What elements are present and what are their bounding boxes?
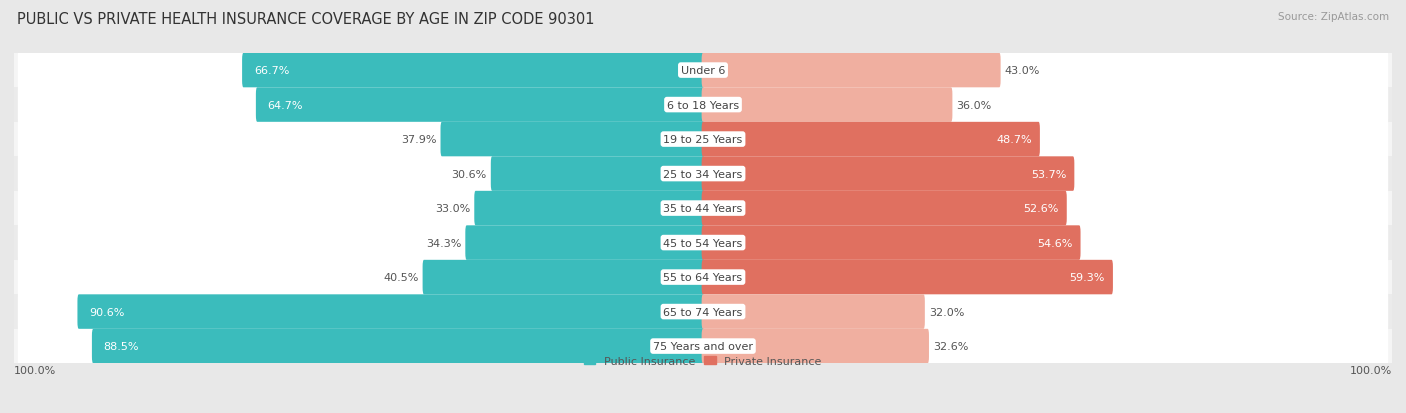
Bar xyxy=(14,329,1392,363)
Text: 30.6%: 30.6% xyxy=(451,169,486,179)
Text: 32.0%: 32.0% xyxy=(929,307,965,317)
FancyBboxPatch shape xyxy=(702,226,1081,260)
Text: 100.0%: 100.0% xyxy=(14,365,56,375)
FancyBboxPatch shape xyxy=(18,185,1388,232)
Text: Source: ZipAtlas.com: Source: ZipAtlas.com xyxy=(1278,12,1389,22)
Bar xyxy=(14,226,1392,260)
FancyBboxPatch shape xyxy=(18,254,1388,301)
FancyBboxPatch shape xyxy=(702,157,1074,191)
Text: 75 Years and over: 75 Years and over xyxy=(652,341,754,351)
Text: 53.7%: 53.7% xyxy=(1031,169,1066,179)
FancyBboxPatch shape xyxy=(491,157,704,191)
Text: 40.5%: 40.5% xyxy=(382,273,419,282)
FancyBboxPatch shape xyxy=(256,88,704,123)
FancyBboxPatch shape xyxy=(18,289,1388,335)
FancyBboxPatch shape xyxy=(702,294,925,329)
Text: 54.6%: 54.6% xyxy=(1036,238,1073,248)
FancyBboxPatch shape xyxy=(242,54,704,88)
FancyBboxPatch shape xyxy=(18,116,1388,163)
Text: 33.0%: 33.0% xyxy=(434,204,470,214)
Text: 35 to 44 Years: 35 to 44 Years xyxy=(664,204,742,214)
Text: 25 to 34 Years: 25 to 34 Years xyxy=(664,169,742,179)
Text: 52.6%: 52.6% xyxy=(1024,204,1059,214)
FancyBboxPatch shape xyxy=(18,220,1388,266)
Bar xyxy=(14,260,1392,294)
Bar xyxy=(14,88,1392,123)
FancyBboxPatch shape xyxy=(18,48,1388,94)
Text: Under 6: Under 6 xyxy=(681,66,725,76)
FancyBboxPatch shape xyxy=(702,88,952,123)
Text: 90.6%: 90.6% xyxy=(89,307,125,317)
FancyBboxPatch shape xyxy=(465,226,704,260)
Bar xyxy=(14,54,1392,88)
FancyBboxPatch shape xyxy=(18,151,1388,197)
FancyBboxPatch shape xyxy=(18,323,1388,369)
FancyBboxPatch shape xyxy=(702,191,1067,226)
FancyBboxPatch shape xyxy=(702,54,1001,88)
Text: 6 to 18 Years: 6 to 18 Years xyxy=(666,100,740,110)
FancyBboxPatch shape xyxy=(702,329,929,363)
Text: 43.0%: 43.0% xyxy=(1005,66,1040,76)
FancyBboxPatch shape xyxy=(423,260,704,294)
Text: 34.3%: 34.3% xyxy=(426,238,461,248)
Text: 55 to 64 Years: 55 to 64 Years xyxy=(664,273,742,282)
FancyBboxPatch shape xyxy=(18,82,1388,128)
Text: 32.6%: 32.6% xyxy=(934,341,969,351)
Text: 37.9%: 37.9% xyxy=(401,135,436,145)
FancyBboxPatch shape xyxy=(474,191,704,226)
Text: 66.7%: 66.7% xyxy=(254,66,290,76)
Bar xyxy=(14,191,1392,226)
Bar xyxy=(14,294,1392,329)
Text: 65 to 74 Years: 65 to 74 Years xyxy=(664,307,742,317)
Text: 64.7%: 64.7% xyxy=(267,100,304,110)
FancyBboxPatch shape xyxy=(91,329,704,363)
Text: 19 to 25 Years: 19 to 25 Years xyxy=(664,135,742,145)
Text: 100.0%: 100.0% xyxy=(1350,365,1392,375)
Text: 59.3%: 59.3% xyxy=(1070,273,1105,282)
Legend: Public Insurance, Private Insurance: Public Insurance, Private Insurance xyxy=(579,351,827,370)
Text: 48.7%: 48.7% xyxy=(995,135,1032,145)
FancyBboxPatch shape xyxy=(440,123,704,157)
FancyBboxPatch shape xyxy=(77,294,704,329)
FancyBboxPatch shape xyxy=(702,260,1114,294)
Text: 45 to 54 Years: 45 to 54 Years xyxy=(664,238,742,248)
Bar xyxy=(14,123,1392,157)
Bar xyxy=(14,157,1392,191)
Text: 36.0%: 36.0% xyxy=(956,100,991,110)
Text: 88.5%: 88.5% xyxy=(104,341,139,351)
Text: PUBLIC VS PRIVATE HEALTH INSURANCE COVERAGE BY AGE IN ZIP CODE 90301: PUBLIC VS PRIVATE HEALTH INSURANCE COVER… xyxy=(17,12,595,27)
FancyBboxPatch shape xyxy=(702,123,1040,157)
